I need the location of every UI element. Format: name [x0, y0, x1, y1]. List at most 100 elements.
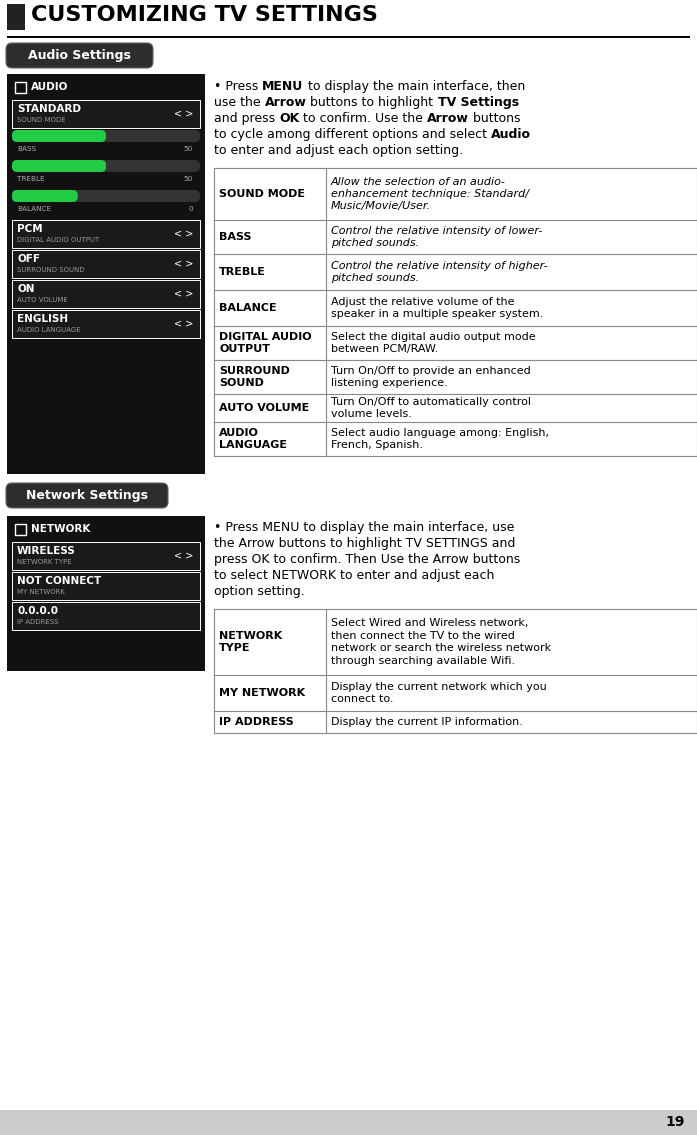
Text: 19: 19 [666, 1115, 685, 1129]
Text: DIGITAL AUDIO OUTPUT: DIGITAL AUDIO OUTPUT [17, 237, 99, 243]
Text: STANDARD: STANDARD [17, 104, 81, 114]
Text: Select audio language among: English,
French, Spanish.: Select audio language among: English, Fr… [331, 428, 549, 451]
Text: TV Settings: TV Settings [438, 96, 519, 109]
Text: NETWORK: NETWORK [31, 524, 91, 535]
Text: OFF: OFF [17, 254, 40, 264]
Text: NOT CONNECT: NOT CONNECT [17, 575, 101, 586]
FancyBboxPatch shape [12, 131, 200, 142]
Text: WIRELESS: WIRELESS [17, 546, 76, 556]
Text: AUDIO
LANGUAGE: AUDIO LANGUAGE [219, 428, 287, 451]
Bar [0, 1110, 697, 1135]
Text: AUDIO: AUDIO [31, 83, 68, 92]
Text: BALANCE: BALANCE [219, 303, 277, 313]
Bar [7, 36, 690, 37]
Text: Control the relative intensity of lower-
pitched sounds.: Control the relative intensity of lower-… [331, 226, 542, 249]
Text: and press: and press [214, 112, 279, 125]
Text: < >: < > [174, 259, 193, 269]
Bar [214, 422, 697, 456]
Bar [214, 394, 697, 422]
Text: • Press MENU to display the main interface, use: • Press MENU to display the main interfa… [214, 521, 514, 533]
Text: to select NETWORK to enter and adjust each: to select NETWORK to enter and adjust ea… [214, 569, 494, 582]
Text: < >: < > [174, 229, 193, 239]
Text: Audio: Audio [491, 128, 531, 141]
Text: ENGLISH: ENGLISH [17, 314, 68, 323]
Text: to cycle among different options and select: to cycle among different options and sel… [214, 128, 491, 141]
FancyBboxPatch shape [12, 131, 106, 142]
Text: • Press: • Press [214, 79, 262, 93]
Bar [214, 220, 697, 254]
Text: MENU: MENU [262, 79, 303, 93]
Text: use the: use the [214, 96, 265, 109]
Bar [7, 74, 205, 345]
Text: DIGITAL AUDIO
OUTPUT: DIGITAL AUDIO OUTPUT [219, 331, 312, 354]
Text: Control the relative intensity of higher-
pitched sounds.: Control the relative intensity of higher… [331, 261, 548, 284]
Bar [214, 168, 697, 220]
Bar [214, 326, 697, 360]
Text: < >: < > [174, 550, 193, 561]
FancyBboxPatch shape [12, 160, 106, 173]
Text: IP ADDRESS: IP ADDRESS [219, 717, 293, 728]
Text: 0: 0 [188, 205, 193, 212]
Text: SURROUND SOUND: SURROUND SOUND [17, 267, 84, 274]
Text: < >: < > [174, 319, 193, 329]
Text: 50: 50 [184, 176, 193, 182]
Bar [214, 254, 697, 291]
Text: IP ADDRESS: IP ADDRESS [17, 619, 59, 625]
Text: Display the current network which you
connect to.: Display the current network which you co… [331, 682, 546, 704]
Bar [12, 280, 200, 308]
Text: < >: < > [174, 109, 193, 119]
FancyBboxPatch shape [6, 43, 153, 68]
Bar [7, 74, 205, 474]
Text: SURROUND
SOUND: SURROUND SOUND [219, 365, 290, 388]
Text: to display the main interface, then: to display the main interface, then [303, 79, 525, 93]
Text: CUSTOMIZING TV SETTINGS: CUSTOMIZING TV SETTINGS [31, 5, 378, 25]
Text: to enter and adjust each option setting.: to enter and adjust each option setting. [214, 144, 463, 157]
Text: buttons: buttons [469, 112, 521, 125]
Text: Adjust the relative volume of the
speaker in a multiple speaker system.: Adjust the relative volume of the speake… [331, 296, 544, 319]
Text: BASS: BASS [219, 232, 252, 242]
Text: BALANCE: BALANCE [17, 205, 52, 212]
Bar [12, 572, 200, 600]
Bar [12, 100, 200, 128]
Text: buttons to highlight: buttons to highlight [307, 96, 438, 109]
Text: AUTO VOLUME: AUTO VOLUME [219, 403, 309, 413]
Text: AUDIO LANGUAGE: AUDIO LANGUAGE [17, 327, 81, 333]
Bar [12, 310, 200, 338]
Text: SOUND MODE: SOUND MODE [219, 190, 305, 199]
Text: MY NETWORK: MY NETWORK [219, 688, 305, 698]
Text: AUTO VOLUME: AUTO VOLUME [17, 297, 68, 303]
FancyBboxPatch shape [12, 160, 200, 173]
Text: Select the digital audio output mode
between PCM/RAW.: Select the digital audio output mode bet… [331, 331, 535, 354]
Bar [15, 524, 26, 535]
Text: 0.0.0.0: 0.0.0.0 [17, 606, 58, 616]
Text: press OK to confirm. Then Use the Arrow buttons: press OK to confirm. Then Use the Arrow … [214, 553, 520, 566]
Text: Audio Settings: Audio Settings [28, 49, 131, 62]
Bar [12, 543, 200, 570]
Text: Display the current IP information.: Display the current IP information. [331, 717, 523, 728]
Bar [214, 291, 697, 326]
FancyBboxPatch shape [12, 190, 78, 202]
FancyBboxPatch shape [6, 484, 168, 508]
Text: to confirm. Use the: to confirm. Use the [300, 112, 427, 125]
Bar [7, 5, 25, 30]
Text: Allow the selection of an audio-
enhancement technique: Standard/
Music/Movie/Us: Allow the selection of an audio- enhance… [331, 177, 529, 211]
Text: Network Settings: Network Settings [26, 489, 148, 502]
Bar [15, 82, 26, 93]
Text: NETWORK
TYPE: NETWORK TYPE [219, 631, 282, 654]
Text: ON: ON [17, 284, 34, 294]
Text: Turn On/Off to provide an enhanced
listening experience.: Turn On/Off to provide an enhanced liste… [331, 365, 530, 388]
Bar [12, 220, 200, 249]
Text: MY NETWORK: MY NETWORK [17, 589, 65, 595]
FancyBboxPatch shape [12, 190, 200, 202]
Bar [214, 675, 697, 711]
Text: TREBLE: TREBLE [219, 267, 266, 277]
Text: Turn On/Off to automatically control
volume levels.: Turn On/Off to automatically control vol… [331, 397, 531, 419]
Text: the Arrow buttons to highlight TV SETTINGS and: the Arrow buttons to highlight TV SETTIN… [214, 537, 515, 550]
Text: NETWORK TYPE: NETWORK TYPE [17, 560, 72, 565]
Text: TREBLE: TREBLE [17, 176, 45, 182]
Text: OK: OK [279, 112, 300, 125]
Bar [214, 360, 697, 394]
Text: option setting.: option setting. [214, 585, 305, 598]
Text: 50: 50 [184, 146, 193, 152]
Text: Arrow: Arrow [427, 112, 469, 125]
